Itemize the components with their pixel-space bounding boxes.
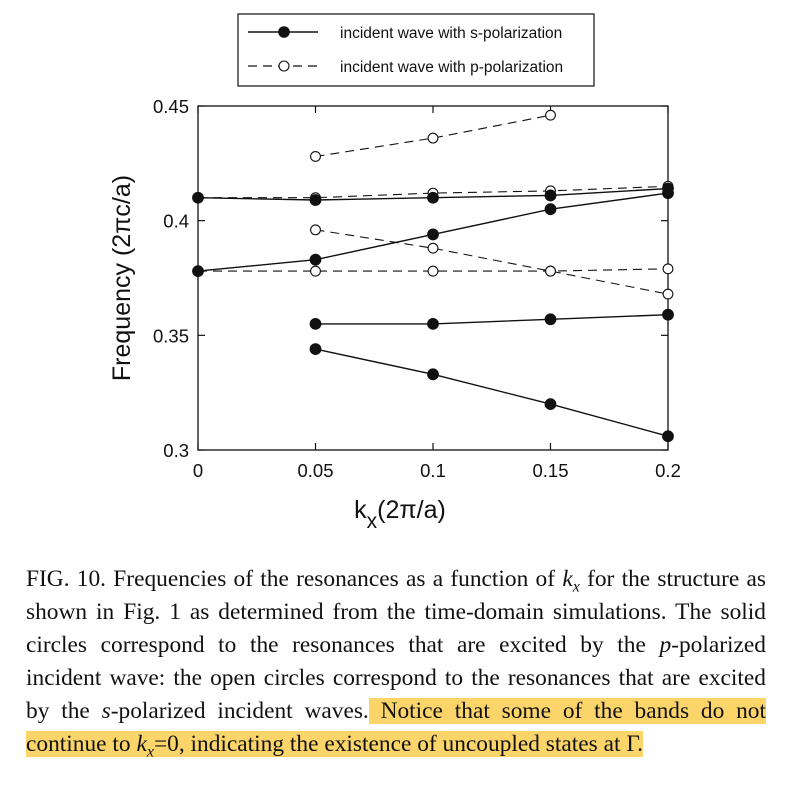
caption-k: k [562,566,573,592]
legend-p-marker [278,60,290,72]
caption-highlight-x: x [146,743,154,761]
series-line-p1 [315,114,551,158]
data-point-s2 [427,317,439,330]
data-point-s2 [544,313,557,326]
x-tick-label: 0.05 [297,460,333,481]
caption-highlight-1: Notice that some of the bands do not con… [26,698,766,757]
data-point-s1 [427,368,439,381]
data-point-p3 [427,242,439,254]
data-point-s3 [192,265,204,278]
series-line-s1 [315,348,669,437]
x-axis-label-sub: x [367,510,378,533]
figure-caption: FIG. 10. Frequencies of the resonances a… [26,563,766,761]
caption-p-letter: p [659,632,672,658]
x-axis-label-k: k [354,496,367,524]
plot-frame [197,105,669,451]
resonance-frequency-chart: incident wave with s-polarization incide… [108,13,681,533]
series-line-s2 [315,314,669,325]
y-tick-label: 0.45 [153,96,189,117]
caption-part-4: -polarized incident waves. [110,698,369,724]
data-point-p1 [310,151,321,162]
data-point-p3 [310,224,321,236]
data-point-s4 [544,189,557,202]
series-line-p4 [198,268,669,272]
y-axis-label: Frequency (2πc/a) [108,175,136,381]
x-axis-ticks: 0 0.05 0.1 0.15 0.2 [193,106,681,481]
legend-p-label: incident wave with p-polarization [340,59,563,76]
legend-s-marker [278,26,290,38]
data-point-s4 [662,182,674,195]
legend-s-label: incident wave with s-polarization [340,25,562,42]
legend-box [237,13,595,87]
data-point-p4 [662,263,674,275]
caption-x: x [572,578,580,596]
legend: incident wave with s-polarization incide… [237,13,595,87]
data-point-s3 [309,253,322,266]
series-line-p3 [315,229,669,295]
data-point-s4 [427,191,439,204]
x-tick-label: 0.1 [420,460,446,481]
x-axis-label: kx(2π/a) [354,496,446,533]
caption-s-letter: s [101,698,111,724]
data-point-p4 [310,265,321,277]
caption-highlight-k: k [136,731,147,757]
data-point-p1 [545,109,556,121]
data-point-s1 [662,430,674,443]
data-point-s2 [662,308,674,321]
data-point-s2 [309,317,322,330]
caption-part-3: -polarized incident wave: the open circl… [26,632,766,724]
series-line-p2 [198,185,669,199]
caption-part-2: for the structure as shown in Fig. 1 as … [26,566,766,658]
data-point-p4 [545,265,556,277]
x-tick-label: 0.15 [532,460,568,481]
x-axis-label-rest: (2π/a) [377,496,446,524]
data-point-p4 [427,265,439,277]
y-tick-label: 0.35 [153,325,189,346]
x-tick-label: 0 [193,460,203,481]
y-tick-label: 0.4 [163,211,189,232]
data-point-s4 [309,194,322,206]
x-tick-label: 0.2 [655,460,681,481]
data-point-s1 [544,398,557,411]
y-axis-ticks: 0.3 0.35 0.4 0.45 [153,96,668,461]
caption-highlight-2: =0, indicating the existence of uncouple… [153,731,643,757]
y-tick-label: 0.3 [163,440,189,461]
caption-part-1: FIG. 10. Frequencies of the resonances a… [26,566,563,592]
data-point-s4 [192,191,204,204]
data-point-p3 [662,288,674,300]
data-point-s3 [427,228,439,241]
data-point-s1 [309,343,322,355]
data-point-s3 [544,203,557,216]
data-point-p1 [427,132,439,144]
series-layer [192,109,674,443]
